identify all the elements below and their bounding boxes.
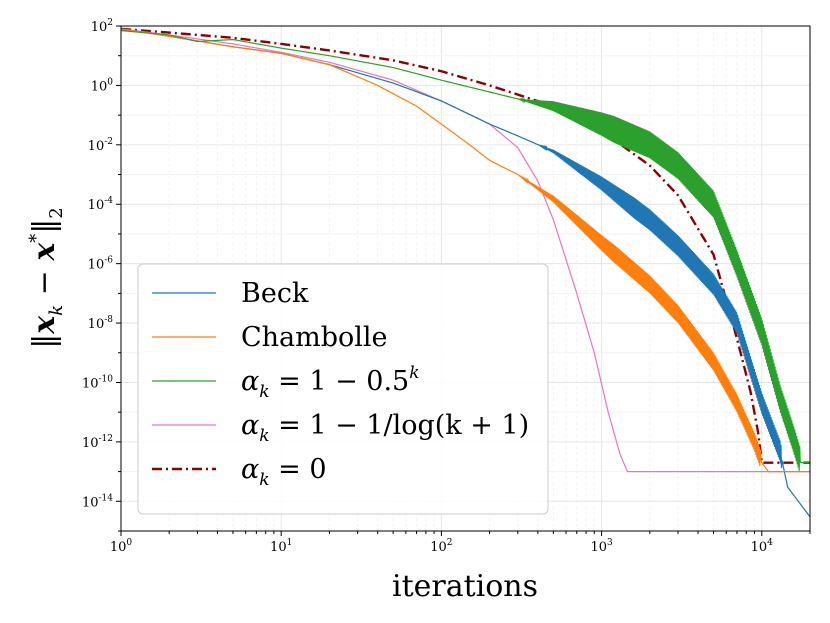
legend-alpha: α [241,410,259,441]
legend-rest: = 1 − 0.5 [270,366,410,397]
tick-exponent: 1 [287,538,293,548]
legend-sub: k [259,426,269,446]
tick-base: 10 [82,495,99,510]
tick-exponent: 0 [107,77,113,87]
x-axis-label: iterations [392,569,538,604]
y-tick-label: 102 [91,18,113,35]
y-label-two: 2 [46,207,67,218]
tick-base: 10 [751,540,768,555]
tick-base: 10 [590,540,607,555]
tick-exponent: -10 [99,374,114,384]
tick-base: 10 [88,198,105,213]
legend-sub: k [259,382,269,402]
legend-box [137,263,549,515]
y-axis-label: ‖xk − x*‖2 [26,207,67,348]
y-label-bar: ‖ [27,334,62,349]
tick-exponent: 2 [107,18,113,28]
y-label-x: x [27,315,62,335]
tick-base: 10 [110,540,127,555]
series-line-1 [120,28,810,473]
y-tick-label: 100 [91,77,114,94]
y-tick-label: 10-12 [82,434,113,451]
legend-label-4: αk = 0 [241,454,327,490]
legend-rest: = 1 − 1/log(k + 1) [270,410,530,441]
legend-sup: k [409,363,419,383]
legend-label-0: Beck [241,278,309,309]
x-tick-label: 100 [110,538,133,555]
y-label-xstar: x [27,242,62,262]
tick-exponent: 3 [607,538,613,548]
legend-alpha: α [241,454,259,485]
tick-base: 10 [270,540,287,555]
y-axis-label-text: ‖xk − x*‖2 [26,207,67,348]
tick-exponent: -14 [99,493,114,503]
tick-base: 10 [88,258,105,273]
x-tick-label: 101 [270,538,292,555]
series-line-4 [120,27,810,464]
tick-base: 10 [88,139,105,154]
legend-label-2: αk = 1 − 0.5k [241,363,420,402]
tick-base: 10 [91,79,108,94]
legend-alpha: α [241,366,259,397]
y-tick-label: 10-4 [88,196,114,213]
y-label-bar2: ‖ [27,219,62,234]
y-tick-label: 10-2 [88,137,113,154]
legend-label-1: Chambolle [241,322,388,353]
tick-exponent: -6 [104,256,113,266]
legend-label-3: αk = 1 − 1/log(k + 1) [241,410,529,446]
axis-ticks: 100 101 102 103 10410210010-210-410-610-810-… [82,18,811,555]
tick-exponent: -12 [99,434,114,444]
tick-base: 10 [82,436,99,451]
y-label-minus: − [27,261,62,305]
x-tick-label: 103 [590,538,613,555]
series-line-2 [120,30,810,471]
tick-exponent: -2 [104,137,113,147]
plot-frame [120,25,811,532]
y-tick-label: 10-14 [82,493,113,510]
y-tick-label: 10-6 [88,256,114,273]
y-label-star: * [26,234,47,243]
legend-sub: k [259,470,269,490]
y-tick-label: 10-8 [88,315,114,332]
x-tick-label: 104 [751,538,774,555]
legend-rest: = 0 [270,454,327,485]
tick-base: 10 [82,376,99,391]
series-group [120,27,811,518]
y-label-k: k [46,305,67,316]
tick-exponent: -8 [104,315,113,325]
tick-base: 10 [91,20,108,35]
tick-exponent: -4 [104,196,113,206]
y-tick-label: 10-10 [82,374,113,391]
x-tick-label: 102 [430,538,452,555]
tick-base: 10 [430,540,447,555]
tick-exponent: 0 [126,538,132,548]
tick-base: 10 [88,317,105,332]
tick-exponent: 2 [447,538,453,548]
tick-exponent: 4 [767,538,773,548]
